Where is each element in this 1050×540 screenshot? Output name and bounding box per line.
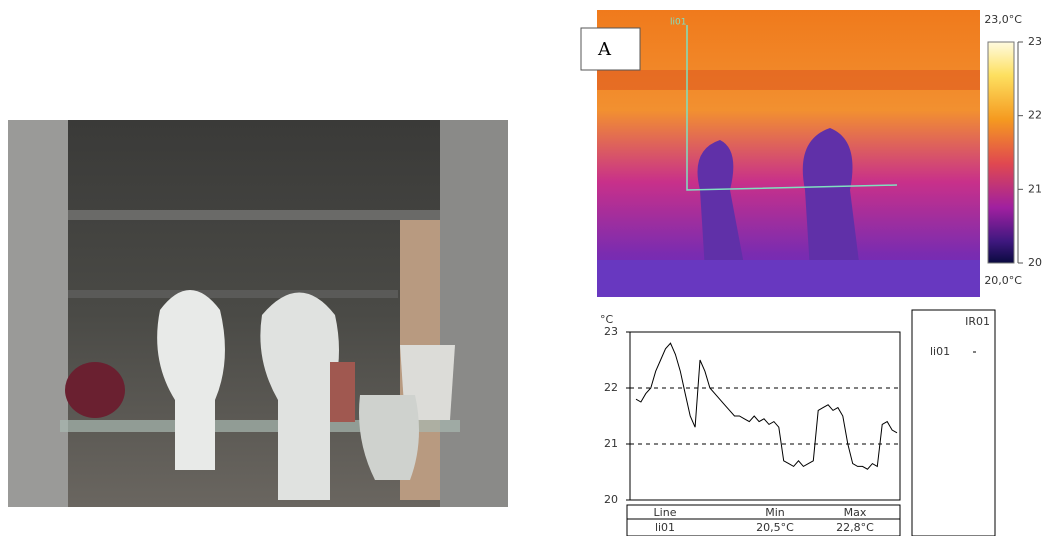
table-header: Line (654, 506, 677, 519)
table-cell: 22,8°C (836, 521, 874, 534)
legend-title: IR01 (965, 315, 990, 328)
plot-frame (629, 331, 901, 501)
y-tick-label: 22 (604, 381, 618, 394)
table-cell: 20,5°C (756, 521, 794, 534)
table-header: Max (844, 506, 867, 519)
colorbar-tick-label: 23 (1028, 35, 1042, 48)
y-axis-label: °C (600, 313, 614, 326)
thermal-image: A li01 (580, 10, 980, 297)
colorbar-tick-label: 21 (1028, 182, 1042, 195)
y-tick-label: 21 (604, 437, 618, 450)
line-label: li01 (670, 18, 686, 28)
legend-label: li01 (930, 345, 950, 358)
scale-max: 23,0°C (984, 13, 1022, 26)
y-tick-label: 20 (604, 493, 618, 506)
data-line (635, 342, 898, 470)
table-cell: li01 (655, 521, 675, 534)
colorbar-tick-label: 22 (1028, 109, 1042, 122)
photo (8, 120, 508, 507)
table-header: Min (765, 506, 785, 519)
image-label: A (597, 39, 612, 60)
colorbar (987, 41, 1015, 264)
scale-min: 20,0°C (984, 274, 1022, 287)
y-tick-label: 23 (604, 325, 618, 338)
legend-box (911, 309, 996, 537)
stats-table: Line Min Max li01 20,5°C 22,8°C (626, 504, 901, 537)
colorbar-tick-label: 20 (1028, 256, 1042, 269)
